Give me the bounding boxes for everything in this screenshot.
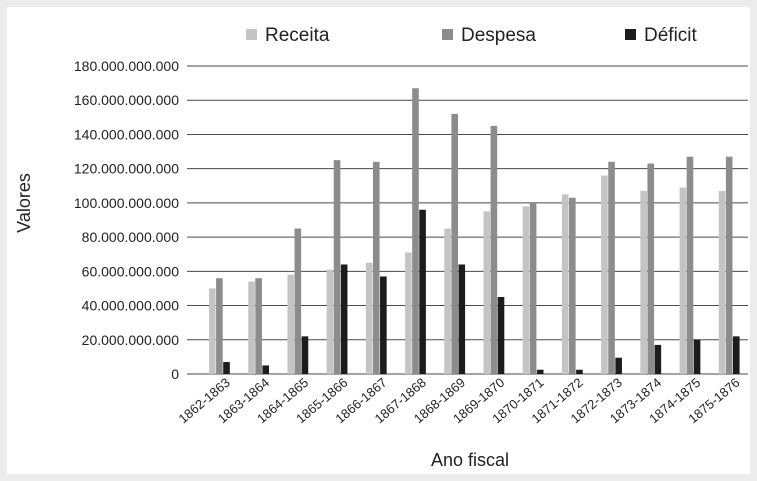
- bar-receita: [209, 288, 216, 374]
- bar-despesa: [569, 197, 576, 374]
- bar-d-ficit: [380, 276, 387, 374]
- bar-d-ficit: [262, 365, 270, 374]
- bar-despesa: [686, 156, 694, 374]
- bar-receita: [561, 194, 569, 374]
- bar-despesa: [529, 202, 537, 374]
- bar-d-ficit: [419, 209, 426, 374]
- legend-swatch: [442, 29, 453, 40]
- bar-despesa: [412, 88, 419, 374]
- y-tick-label: 140.000.000.000: [74, 126, 179, 142]
- y-tick-labels: 0 20.000.000.000 40.000.000.000 60.000.000.…: [74, 58, 179, 382]
- bar-receita: [287, 274, 295, 374]
- bar-d-ficit: [693, 339, 701, 374]
- bar-d-ficit: [301, 336, 309, 374]
- bars: [209, 88, 740, 375]
- bar-despesa: [490, 125, 498, 374]
- legend-swatch: [246, 29, 257, 40]
- bar-despesa: [608, 161, 615, 374]
- bar-receita: [483, 211, 491, 374]
- legend: Receita Despesa Déficit: [246, 25, 698, 46]
- legend-label: Déficit: [644, 25, 698, 46]
- y-tick-label: 160.000.000.000: [74, 92, 179, 108]
- bar-receita: [679, 187, 687, 374]
- bar-despesa: [216, 278, 223, 374]
- y-tick-label: 180.000.000.000: [74, 58, 179, 74]
- bar-receita: [405, 252, 412, 374]
- y-axis-label: Valores: [14, 173, 34, 233]
- bar-d-ficit: [732, 336, 740, 374]
- bar-despesa: [255, 278, 262, 374]
- bar-receita: [640, 190, 647, 374]
- bar-receita: [522, 206, 530, 374]
- bar-d-ficit: [615, 357, 622, 374]
- bar-despesa: [647, 163, 655, 374]
- y-tick-label: 100.000.000.000: [74, 195, 179, 211]
- bar-despesa: [294, 228, 302, 374]
- bar-d-ficit: [536, 369, 544, 374]
- legend-label: Receita: [265, 25, 330, 46]
- legend-label: Despesa: [461, 25, 536, 46]
- y-tick-label: 80.000.000.000: [82, 229, 180, 245]
- bar-despesa: [451, 113, 458, 375]
- bar-d-ficit: [654, 344, 662, 374]
- legend-swatch: [625, 29, 636, 40]
- bar-d-ficit: [576, 369, 583, 374]
- bar-receita: [248, 281, 255, 374]
- y-tick-label: 40.000.000.000: [82, 298, 180, 314]
- bar-receita: [601, 175, 608, 374]
- bar-despesa: [725, 156, 733, 374]
- y-tick-label: 60.000.000.000: [82, 263, 180, 279]
- bar-receita: [718, 190, 726, 374]
- bar-receita: [365, 262, 373, 374]
- y-tick-label: 0: [171, 366, 179, 382]
- y-tick-label: 20.000.000.000: [82, 332, 180, 348]
- bar-d-ficit: [223, 362, 230, 374]
- x-axis-label: Ano fiscal: [431, 450, 509, 470]
- bar-despesa: [372, 161, 380, 374]
- gridlines: [187, 65, 748, 375]
- bar-d-ficit: [340, 264, 348, 374]
- bar-d-ficit: [458, 264, 466, 374]
- bar-d-ficit: [497, 297, 505, 374]
- y-tick-label: 120.000.000.000: [74, 161, 179, 177]
- bar-receita: [444, 228, 451, 374]
- bar-despesa: [333, 160, 341, 374]
- bar-receita: [326, 269, 334, 374]
